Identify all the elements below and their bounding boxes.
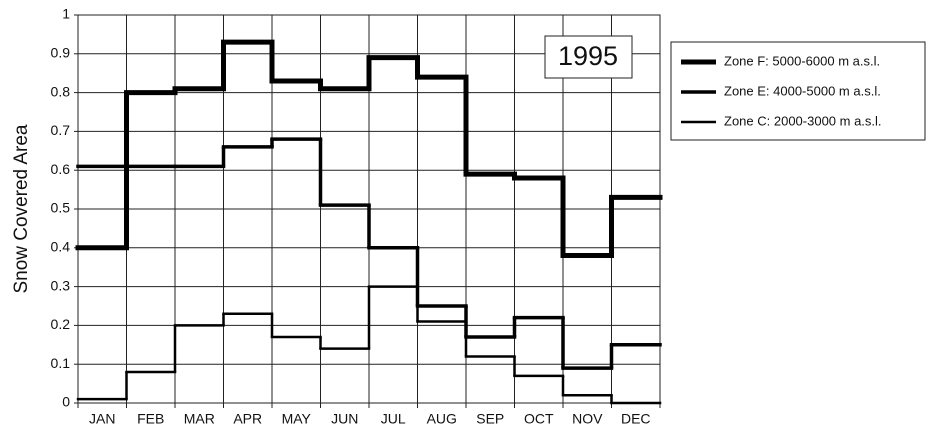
legend-label: Zone E: 4000-5000 m a.s.l. — [724, 83, 881, 98]
x-tick-label: OCT — [524, 411, 554, 427]
x-tick-label: JUL — [381, 411, 406, 427]
y-tick-label: 0.8 — [51, 83, 71, 99]
y-tick-label: 0 — [62, 394, 70, 410]
y-tick-label: 0.1 — [51, 355, 71, 371]
y-tick-label: 0.2 — [51, 316, 71, 332]
annotation: 1995 — [558, 41, 618, 71]
y-tick-label: 0.6 — [51, 161, 71, 177]
y-axis-title: Snow Covered Area — [11, 124, 32, 293]
x-tick-label: FEB — [137, 411, 164, 427]
plot-border — [77, 14, 661, 404]
y-tick-label: 1 — [62, 6, 70, 22]
legend-label: Zone F: 5000-6000 m a.s.l. — [724, 53, 880, 68]
legend-label: Zone C: 2000-3000 m a.s.l. — [724, 113, 882, 128]
y-tick-label: 0.5 — [51, 200, 71, 216]
y-tick-label: 0.7 — [51, 122, 71, 138]
x-tick-label: MAY — [282, 411, 312, 427]
x-tick-label: DEC — [621, 411, 651, 427]
x-tick-label: APR — [233, 411, 262, 427]
x-tick-label: JAN — [89, 411, 115, 427]
y-tick-label: 0.9 — [51, 45, 71, 61]
y-tick-label: 0.3 — [51, 277, 71, 293]
x-tick-label: AUG — [427, 411, 457, 427]
x-tick-label: JUN — [331, 411, 358, 427]
x-tick-label: NOV — [572, 411, 603, 427]
x-tick-label: MAR — [184, 411, 215, 427]
annotation-box — [544, 35, 633, 79]
x-tick-label: SEP — [476, 411, 504, 427]
y-tick-label: 0.4 — [51, 239, 71, 255]
